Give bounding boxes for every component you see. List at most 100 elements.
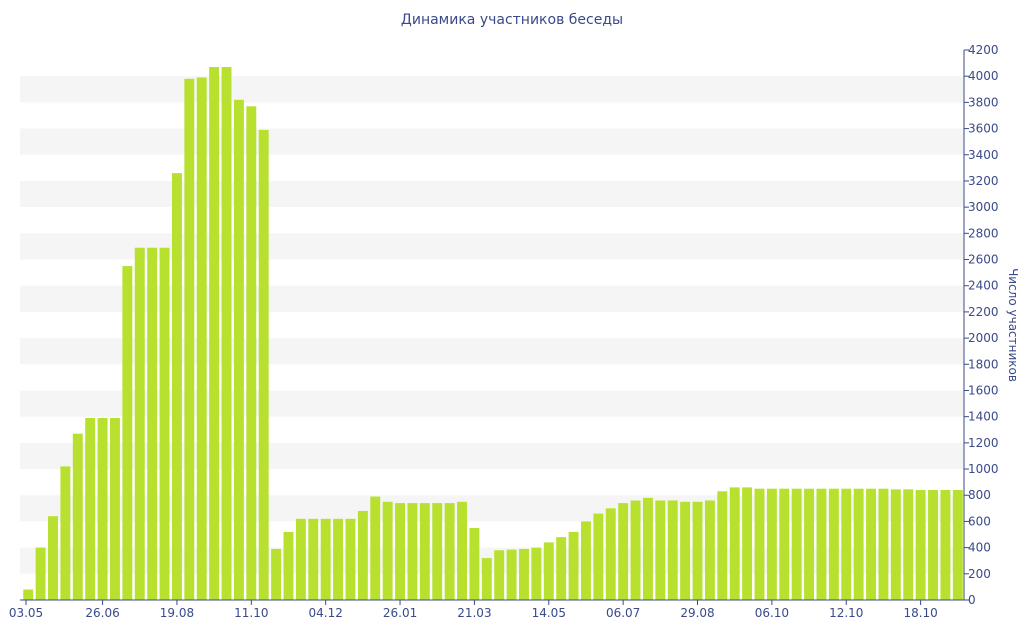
bar xyxy=(233,99,244,600)
y-tick-label: 1400 xyxy=(968,410,999,424)
grid-band xyxy=(20,50,964,77)
y-tick-label: 600 xyxy=(968,514,991,528)
bar xyxy=(866,488,876,600)
bar xyxy=(556,537,567,600)
x-tick-label: 06.07 xyxy=(606,606,640,620)
bar xyxy=(568,531,579,600)
grid-band xyxy=(20,207,964,234)
chart-title: Динамика участников беседы xyxy=(400,12,624,28)
y-tick-label: 3000 xyxy=(968,200,999,214)
y-tick-label: 3400 xyxy=(968,148,999,162)
bar xyxy=(853,488,864,600)
grid-band xyxy=(20,76,964,103)
bar xyxy=(209,67,220,600)
x-tick-label: 19.08 xyxy=(160,606,194,620)
bar xyxy=(543,542,554,600)
bar xyxy=(680,501,691,600)
bar xyxy=(903,489,914,600)
bar xyxy=(704,500,715,600)
y-tick-label: 2000 xyxy=(968,331,999,345)
bar xyxy=(171,173,182,600)
x-tick-label: 12.10 xyxy=(829,606,863,620)
y-tick-label: 0 xyxy=(968,593,976,607)
y-tick-label: 2200 xyxy=(968,305,999,319)
bar xyxy=(48,516,58,600)
bar xyxy=(890,489,901,600)
bar xyxy=(667,500,678,600)
y-tick-label: 4200 xyxy=(968,43,999,57)
bar xyxy=(97,417,108,600)
bar xyxy=(804,488,815,600)
y-tick-label: 2800 xyxy=(968,226,999,240)
y-tick-label: 4000 xyxy=(968,69,999,83)
grid-band xyxy=(20,154,964,181)
bar xyxy=(357,510,368,600)
y-tick-label: 3800 xyxy=(968,95,999,109)
bar xyxy=(258,129,269,600)
bar xyxy=(246,106,257,600)
bar xyxy=(60,466,71,600)
y-tick-label: 800 xyxy=(968,488,991,502)
bar xyxy=(457,501,467,600)
bar xyxy=(134,247,145,601)
y-tick-label: 400 xyxy=(968,541,991,555)
bar xyxy=(35,547,46,600)
y-tick-label: 2600 xyxy=(968,253,999,267)
bar xyxy=(581,521,591,600)
bar xyxy=(494,550,505,600)
y-tick-label: 200 xyxy=(968,567,991,581)
x-tick-label: 03.05 xyxy=(9,606,43,620)
x-tick-label: 26.06 xyxy=(85,606,119,620)
bar xyxy=(928,490,938,600)
bar-series xyxy=(23,67,963,601)
x-tick-label: 29.08 xyxy=(680,606,714,620)
bar xyxy=(221,67,232,600)
bar xyxy=(184,78,195,600)
bar xyxy=(444,503,455,600)
bar xyxy=(729,487,740,600)
x-tick-label: 14.05 xyxy=(532,606,566,620)
bar xyxy=(791,488,802,600)
y-axis-ticks: 0 200 400 600 800 1000 1200 1400 1600 1800 2000 220… xyxy=(964,43,999,607)
y-tick-label: 1000 xyxy=(968,462,999,476)
bar xyxy=(915,490,926,600)
bar xyxy=(717,491,728,600)
bar xyxy=(940,490,951,600)
bar xyxy=(271,548,282,600)
bar xyxy=(519,548,529,600)
bar xyxy=(407,503,418,600)
bar xyxy=(779,488,790,600)
bar xyxy=(147,247,158,601)
bar xyxy=(952,490,963,600)
bar xyxy=(506,549,517,600)
bar xyxy=(196,77,207,600)
bar xyxy=(110,417,120,600)
bar xyxy=(618,503,629,600)
bar xyxy=(72,433,83,600)
y-tick-label: 1800 xyxy=(968,357,999,371)
bar xyxy=(828,488,839,600)
bar xyxy=(370,496,381,600)
bar xyxy=(655,500,666,600)
bar xyxy=(283,531,294,600)
x-tick-label: 11.10 xyxy=(234,606,268,620)
bar xyxy=(159,247,170,601)
bar xyxy=(395,503,405,600)
bar xyxy=(816,488,827,600)
bar xyxy=(23,589,34,600)
bar xyxy=(432,503,443,600)
bar xyxy=(122,266,133,600)
grid-band xyxy=(20,180,964,208)
bar xyxy=(382,501,393,600)
bar xyxy=(605,508,616,600)
bar xyxy=(345,518,356,600)
bar xyxy=(754,488,765,600)
grid-band xyxy=(20,128,964,155)
y-axis-title: Число участников xyxy=(1006,268,1020,382)
y-tick-label: 3600 xyxy=(968,122,999,136)
bar xyxy=(481,558,492,600)
bar xyxy=(766,488,777,600)
x-tick-label: 04.12 xyxy=(308,606,342,620)
bar xyxy=(642,497,653,600)
